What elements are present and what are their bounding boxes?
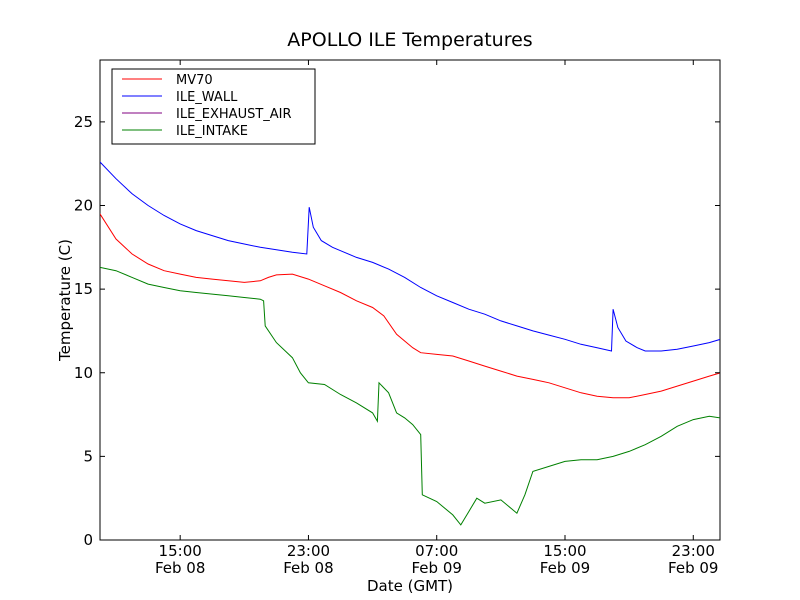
y-tick-label: 0: [83, 531, 93, 549]
plot-area: [99, 59, 721, 541]
chart-title: APOLLO ILE Temperatures: [287, 29, 532, 51]
legend-entry-label: ILE_WALL: [176, 90, 238, 105]
y-tick-label: 25: [74, 113, 93, 131]
series-line-mv70: [100, 213, 720, 399]
x-tick-label-date: Feb 08: [155, 559, 205, 577]
x-tick-label-date: Feb 09: [412, 559, 462, 577]
y-tick-label: 10: [74, 364, 93, 382]
legend-entry-label: ILE_EXHAUST_AIR: [176, 107, 292, 122]
x-tick-label-time: 23:00: [672, 542, 715, 560]
x-axis-label: Date (GMT): [367, 577, 453, 595]
y-axis-label: Temperature (C): [56, 239, 74, 362]
legend-entry-label: MV70: [176, 73, 213, 88]
y-tick-label: 15: [74, 280, 93, 298]
x-tick-label-date: Feb 09: [540, 559, 590, 577]
x-tick-label-date: Feb 08: [283, 559, 333, 577]
y-ticks: 0 5 10 15 20 25: [74, 113, 720, 549]
x-tick-label-time: 15:00: [159, 542, 202, 560]
y-tick-label: 20: [74, 197, 93, 215]
x-tick-label-date: Feb 09: [668, 559, 718, 577]
series-line-ile-intake: [100, 266, 720, 526]
legend: MV70 ILE_WALL ILE_EXHAUST_AIR ILE_INTAKE: [111, 68, 316, 145]
x-tick-label-time: 15:00: [543, 542, 586, 560]
legend-box: [111, 68, 316, 145]
y-tick-label: 5: [83, 447, 93, 465]
x-tick-label-time: 07:00: [415, 542, 458, 560]
legend-entry-label: ILE_INTAKE: [176, 124, 248, 139]
series-layer: [100, 161, 720, 526]
x-tick-label-time: 23:00: [287, 542, 330, 560]
series-line-ile-wall: [100, 161, 720, 352]
